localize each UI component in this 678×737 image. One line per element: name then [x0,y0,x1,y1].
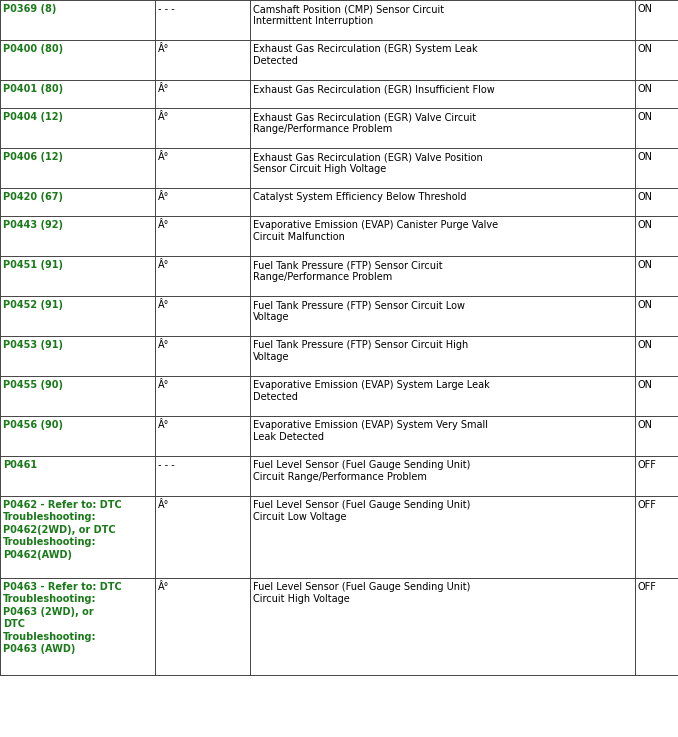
Text: Â°: Â° [158,152,170,162]
Text: P0453 (91): P0453 (91) [3,340,63,350]
Text: OFF: OFF [638,460,657,470]
Text: P0452 (91): P0452 (91) [3,300,63,310]
Text: Camshaft Position (CMP) Sensor Circuit
Intermittent Interruption: Camshaft Position (CMP) Sensor Circuit I… [253,4,444,27]
Text: Â°: Â° [158,220,170,230]
Text: - - -: - - - [158,460,175,470]
Text: Â°: Â° [158,582,170,592]
Text: ON: ON [638,44,653,54]
Text: P0400 (80): P0400 (80) [3,44,63,54]
Text: ON: ON [638,220,653,230]
Text: P0404 (12): P0404 (12) [3,112,63,122]
Text: ON: ON [638,4,653,14]
Text: OFF: OFF [638,500,657,510]
Text: Fuel Level Sensor (Fuel Gauge Sending Unit)
Circuit High Voltage: Fuel Level Sensor (Fuel Gauge Sending Un… [253,582,471,604]
Text: ON: ON [638,152,653,162]
Text: P0401 (80): P0401 (80) [3,84,63,94]
Text: Â°: Â° [158,340,170,350]
Text: ON: ON [638,260,653,270]
Text: ON: ON [638,420,653,430]
Text: Evaporative Emission (EVAP) System Very Small
Leak Detected: Evaporative Emission (EVAP) System Very … [253,420,488,442]
Text: Exhaust Gas Recirculation (EGR) Valve Position
Sensor Circuit High Voltage: Exhaust Gas Recirculation (EGR) Valve Po… [253,152,483,175]
Text: P0406 (12): P0406 (12) [3,152,63,162]
Text: Evaporative Emission (EVAP) System Large Leak
Detected: Evaporative Emission (EVAP) System Large… [253,380,490,402]
Text: P0420 (67): P0420 (67) [3,192,63,202]
Text: Exhaust Gas Recirculation (EGR) System Leak
Detected: Exhaust Gas Recirculation (EGR) System L… [253,44,477,66]
Text: Â°: Â° [158,84,170,94]
Text: ON: ON [638,300,653,310]
Text: - - -: - - - [158,4,175,14]
Text: ON: ON [638,84,653,94]
Text: Fuel Level Sensor (Fuel Gauge Sending Unit)
Circuit Range/Performance Problem: Fuel Level Sensor (Fuel Gauge Sending Un… [253,460,471,483]
Text: Fuel Tank Pressure (FTP) Sensor Circuit Low
Voltage: Fuel Tank Pressure (FTP) Sensor Circuit … [253,300,465,322]
Text: OFF: OFF [638,582,657,592]
Text: P0443 (92): P0443 (92) [3,220,63,230]
Text: Â°: Â° [158,260,170,270]
Text: Evaporative Emission (EVAP) Canister Purge Valve
Circuit Malfunction: Evaporative Emission (EVAP) Canister Pur… [253,220,498,242]
Text: Â°: Â° [158,500,170,510]
Text: ON: ON [638,112,653,122]
Text: P0451 (91): P0451 (91) [3,260,63,270]
Text: Â°: Â° [158,420,170,430]
Text: Exhaust Gas Recirculation (EGR) Valve Circuit
Range/Performance Problem: Exhaust Gas Recirculation (EGR) Valve Ci… [253,112,476,134]
Text: Exhaust Gas Recirculation (EGR) Insufficient Flow: Exhaust Gas Recirculation (EGR) Insuffic… [253,84,495,94]
Text: P0462 - Refer to: DTC
Troubleshooting:
P0462(2WD), or DTC
Troubleshooting:
P0462: P0462 - Refer to: DTC Troubleshooting: P… [3,500,122,559]
Text: Â°: Â° [158,192,170,202]
Text: Fuel Level Sensor (Fuel Gauge Sending Unit)
Circuit Low Voltage: Fuel Level Sensor (Fuel Gauge Sending Un… [253,500,471,523]
Text: Catalyst System Efficiency Below Threshold: Catalyst System Efficiency Below Thresho… [253,192,466,202]
Text: ON: ON [638,340,653,350]
Text: P0461: P0461 [3,460,37,470]
Text: Â°: Â° [158,112,170,122]
Text: P0455 (90): P0455 (90) [3,380,63,390]
Text: ON: ON [638,380,653,390]
Text: ON: ON [638,192,653,202]
Text: Â°: Â° [158,44,170,54]
Text: P0369 (8): P0369 (8) [3,4,56,14]
Text: Â°: Â° [158,380,170,390]
Text: P0456 (90): P0456 (90) [3,420,63,430]
Text: Fuel Tank Pressure (FTP) Sensor Circuit High
Voltage: Fuel Tank Pressure (FTP) Sensor Circuit … [253,340,468,363]
Text: P0463 - Refer to: DTC
Troubleshooting:
P0463 (2WD), or
DTC
Troubleshooting:
P046: P0463 - Refer to: DTC Troubleshooting: P… [3,582,122,654]
Text: Â°: Â° [158,300,170,310]
Text: Fuel Tank Pressure (FTP) Sensor Circuit
Range/Performance Problem: Fuel Tank Pressure (FTP) Sensor Circuit … [253,260,443,282]
